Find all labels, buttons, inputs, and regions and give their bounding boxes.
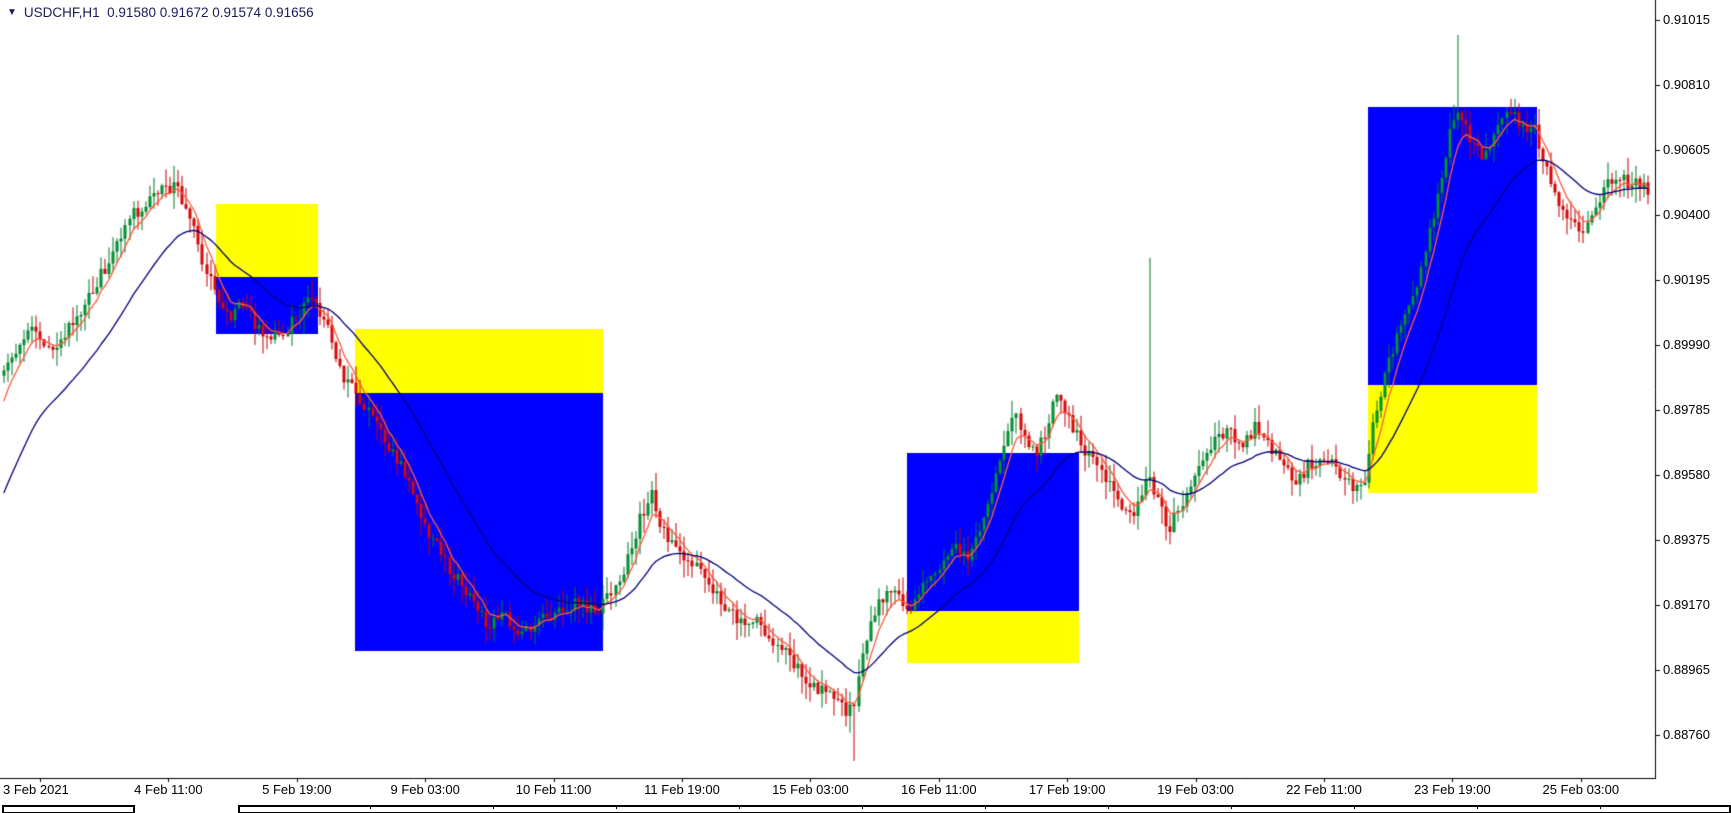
symbol-ohlc-label: USDCHF,H1 0.91580 0.91672 0.91574 0.9165… xyxy=(23,5,314,20)
bottom-strip-box-left xyxy=(2,805,135,813)
price-axis-label: 0.88965 xyxy=(1663,662,1710,677)
bottom-strip xyxy=(0,799,1731,813)
price-axis-label: 0.90400 xyxy=(1663,207,1710,222)
time-axis-label: 9 Feb 03:00 xyxy=(390,782,460,797)
time-axis-label: 15 Feb 03:00 xyxy=(772,782,849,797)
price-axis-label: 0.89170 xyxy=(1663,597,1710,612)
price-axis[interactable]: 0.91015 0.90810 0.90605 0.90400 0.90195 0.899… xyxy=(1655,0,1731,779)
time-axis-label: 17 Feb 19:00 xyxy=(1028,782,1106,797)
bottom-strip-tick xyxy=(616,805,617,809)
time-axis-label: 25 Feb 03:00 xyxy=(1542,782,1620,797)
bottom-strip-tick xyxy=(1354,805,1355,809)
price-axis-label: 0.90810 xyxy=(1663,77,1710,92)
chart-header: ▼ USDCHF,H1 0.91580 0.91672 0.91574 0.91… xyxy=(7,5,314,20)
price-axis-label: 0.89990 xyxy=(1663,337,1710,352)
bottom-strip-tick xyxy=(370,805,371,809)
bottom-strip-tick xyxy=(739,805,740,809)
price-axis-label: 0.90195 xyxy=(1663,272,1710,287)
time-axis[interactable]: 3 Feb 2021 4 Feb 11:00 5 Feb 19:00 9 Feb 03… xyxy=(0,781,1655,798)
price-axis-label: 0.89580 xyxy=(1663,467,1710,482)
time-axis-label: 19 Feb 03:00 xyxy=(1157,782,1234,797)
time-axis-label: 11 Feb 19:00 xyxy=(644,782,720,797)
price-axis-label: 0.91015 xyxy=(1663,12,1710,27)
symbol-dropdown-icon[interactable]: ▼ xyxy=(7,6,17,18)
time-axis-label: 3 Feb 2021 xyxy=(3,782,69,797)
time-axis-label: 5 Feb 19:00 xyxy=(262,782,332,797)
bottom-strip-tick xyxy=(862,805,863,809)
time-axis-label: 22 Feb 11:00 xyxy=(1286,782,1362,797)
time-axis-label: 23 Feb 19:00 xyxy=(1414,782,1491,797)
bottom-strip-tick xyxy=(493,805,494,809)
bottom-strip-tick xyxy=(1477,805,1478,809)
bottom-strip-tick xyxy=(985,805,986,809)
price-axis-label: 0.89375 xyxy=(1663,532,1710,547)
time-axis-label: 10 Feb 11:00 xyxy=(515,782,592,797)
bottom-strip-tick xyxy=(1231,805,1232,809)
bottom-strip-tick xyxy=(1108,805,1109,809)
bottom-strip-tick xyxy=(1600,805,1601,809)
price-axis-label: 0.89785 xyxy=(1663,402,1710,417)
time-axis-label: 16 Feb 11:00 xyxy=(900,782,977,797)
time-axis-label: 4 Feb 11:00 xyxy=(134,782,203,797)
price-axis-label: 0.88760 xyxy=(1663,727,1710,742)
price-axis-label: 0.90605 xyxy=(1663,142,1710,157)
